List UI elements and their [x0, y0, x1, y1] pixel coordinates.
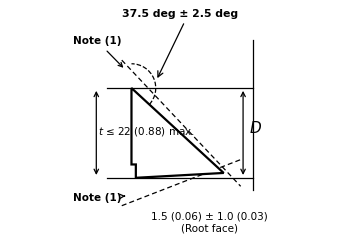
- Text: $D$: $D$: [249, 120, 262, 136]
- Text: 37.5 deg ± 2.5 deg: 37.5 deg ± 2.5 deg: [122, 9, 238, 19]
- Text: $t$ ≤ 22 (0.88) max.: $t$ ≤ 22 (0.88) max.: [98, 125, 194, 138]
- Text: Note (1): Note (1): [73, 193, 125, 203]
- Polygon shape: [131, 88, 224, 178]
- Text: 1.5 (0.06) ± 1.0 (0.03)
(Root face): 1.5 (0.06) ± 1.0 (0.03) (Root face): [151, 212, 267, 233]
- Text: Note (1): Note (1): [73, 36, 122, 67]
